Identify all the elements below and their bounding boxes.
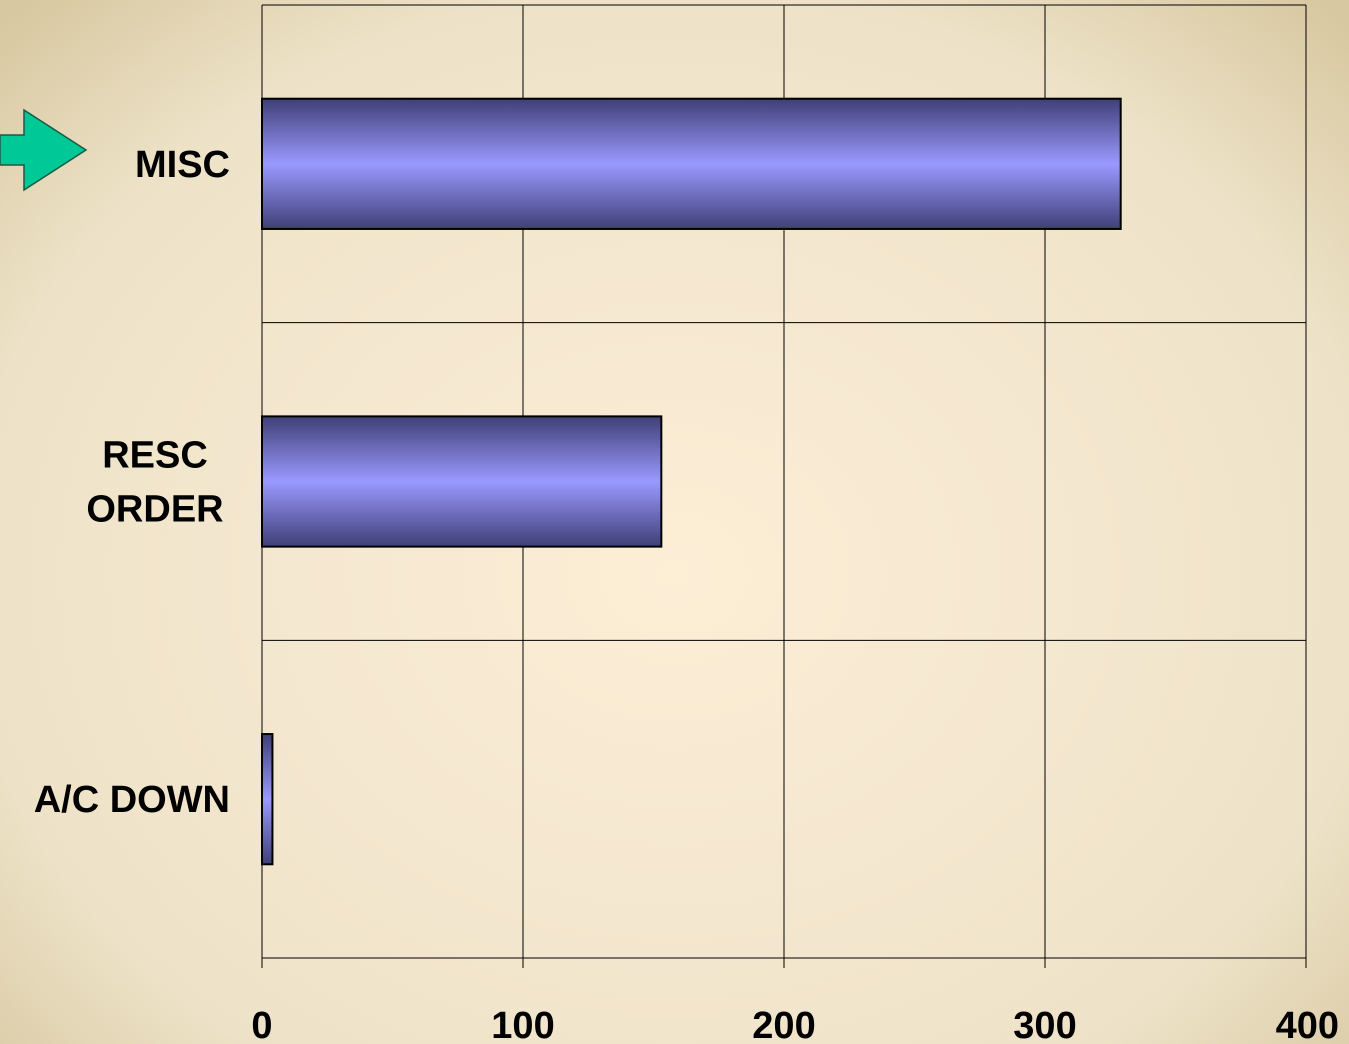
x-tick-label-2: 200 bbox=[752, 1005, 815, 1044]
x-tick-label-1: 100 bbox=[491, 1005, 554, 1044]
bars-group bbox=[262, 99, 1121, 865]
category-label-1: RESC ORDER bbox=[86, 435, 223, 531]
x-axis-ticks: 0 100 200 300 400 bbox=[251, 1005, 1339, 1044]
x-tick-label-0: 0 bbox=[251, 1005, 272, 1044]
highlight-arrow-icon bbox=[0, 110, 86, 190]
bar-2 bbox=[262, 734, 272, 864]
x-tick-label-4: 400 bbox=[1276, 1005, 1339, 1044]
bar-0 bbox=[262, 99, 1121, 229]
x-tick-label-3: 300 bbox=[1013, 1005, 1076, 1044]
bar-1 bbox=[262, 416, 661, 546]
category-label-2: A/C DOWN bbox=[34, 779, 230, 821]
category-labels: MISC RESC ORDER A/C DOWN bbox=[34, 144, 230, 821]
category-label-0: MISC bbox=[135, 144, 230, 186]
